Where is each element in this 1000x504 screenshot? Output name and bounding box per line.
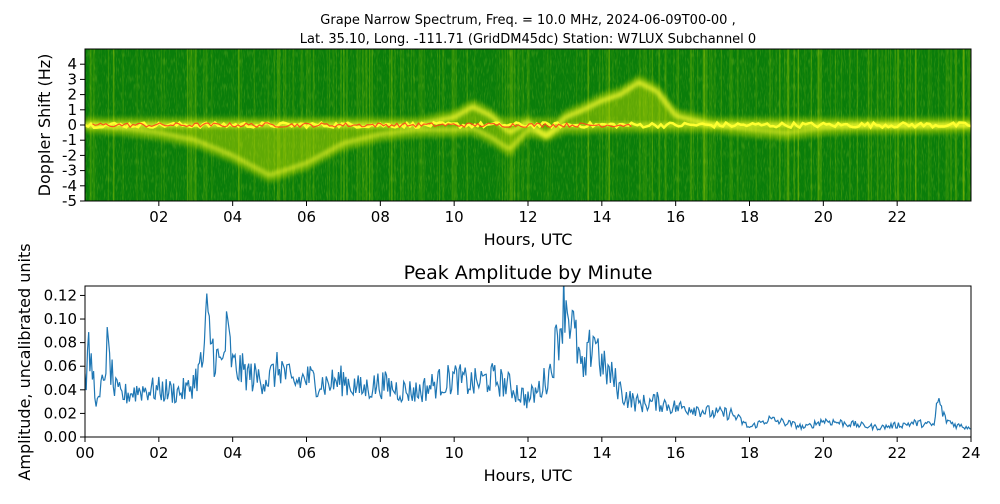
amplitude-title: Peak Amplitude by Minute — [404, 262, 653, 284]
amplitude-x-axis-label: Hours, UTC — [484, 466, 573, 485]
amplitude-plot-area — [85, 286, 971, 432]
amplitude-x-tick-label: 20 — [814, 444, 833, 462]
spectrogram-x-tick-label: 16 — [666, 208, 685, 226]
amplitude-x-tick-label: 22 — [888, 444, 907, 462]
amplitude-y-tick-label: 0.10 — [44, 310, 77, 328]
spectrogram-x-tick-label: 20 — [814, 208, 833, 226]
amplitude-x-tick-label: 06 — [297, 444, 316, 462]
amplitude-x-tick-label: 02 — [149, 444, 168, 462]
amplitude-x-tick-label: 16 — [666, 444, 685, 462]
amplitude-y-tick-label: 0.00 — [44, 428, 77, 446]
amplitude-x-tick-label: 00 — [75, 444, 94, 462]
spectrogram-doppler-trace — [85, 74, 971, 183]
spectrogram-x-tick-label: 18 — [740, 208, 759, 226]
spectrogram-y-tick-label: -4 — [62, 177, 77, 195]
amplitude-y-tick-label: 0.12 — [44, 286, 77, 304]
spectrogram-x-tick-label: 04 — [223, 208, 242, 226]
amplitude-x-tick-label: 10 — [445, 444, 464, 462]
spectrogram-title-line1: Grape Narrow Spectrum, Freq. = 10.0 MHz,… — [320, 13, 735, 28]
amplitude-x-tick-label: 12 — [518, 444, 537, 462]
spectrogram-y-tick-label: -1 — [62, 131, 77, 149]
spectrogram-x-axis-label: Hours, UTC — [484, 230, 573, 249]
spectrogram-lower-mode — [85, 123, 971, 177]
spectrogram-y-tick-label: -5 — [62, 192, 77, 210]
amplitude-x-tick-label: 18 — [740, 444, 759, 462]
spectrogram-x-tick-label: 02 — [149, 208, 168, 226]
spectrogram-y-tick-label: 0 — [67, 116, 77, 134]
spectrogram-x-tick-label: 14 — [592, 208, 611, 226]
amplitude-x-ticks: 00 02 04 06 08 10 12 14 16 18 20 22 24 — [75, 437, 981, 462]
amplitude-y-tick-label: 0.06 — [44, 357, 77, 375]
amplitude-x-tick-label: 04 — [223, 444, 242, 462]
spectrogram-y-axis-label: Doppler Shift (Hz) — [35, 54, 54, 197]
spectrogram-plot-area — [85, 49, 971, 201]
amplitude-y-axis-label: Amplitude, uncalibrated units — [15, 243, 34, 480]
amplitude-frame — [84, 285, 972, 438]
amplitude-x-tick-label: 08 — [371, 444, 390, 462]
amplitude-y-ticks: 0.00 0.02 0.04 0.06 0.08 0.10 0.12 — [44, 286, 85, 446]
amplitude-x-tick-label: 24 — [961, 444, 980, 462]
spectrogram-x-tick-label: 12 — [518, 208, 537, 226]
spectrogram-y-tick-label: 2 — [67, 86, 77, 104]
amplitude-y-tick-label: 0.08 — [44, 334, 77, 352]
amplitude-y-tick-label: 0.02 — [44, 404, 77, 422]
spectrogram-y-tick-label: 3 — [67, 70, 77, 88]
spectrogram-y-tick-label: 4 — [67, 55, 77, 73]
spectrogram-title-line2: Lat. 35.10, Long. -111.71 (GridDM45dc) S… — [300, 32, 756, 47]
spectrogram-x-tick-label: 06 — [297, 208, 316, 226]
spectrogram-peak-line — [92, 121, 632, 129]
spectrogram-x-tick-label: 08 — [371, 208, 390, 226]
spectrogram-x-tick-label: 10 — [445, 208, 464, 226]
spectrogram-y-tick-label: 1 — [67, 101, 77, 119]
amplitude-series-line — [85, 286, 971, 432]
spectrogram-x-ticks: 02 04 06 08 10 12 14 16 18 20 22 — [149, 201, 907, 226]
spectrogram-y-tick-label: -2 — [62, 146, 77, 164]
spectrogram-y-tick-label: -3 — [62, 162, 77, 180]
spectrogram-x-tick-label: 22 — [888, 208, 907, 226]
amplitude-y-tick-label: 0.04 — [44, 381, 77, 399]
amplitude-x-tick-label: 14 — [592, 444, 611, 462]
